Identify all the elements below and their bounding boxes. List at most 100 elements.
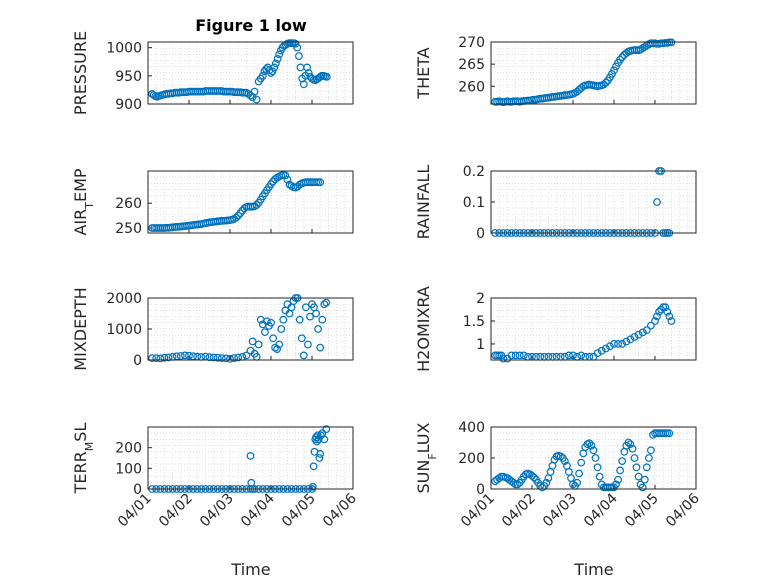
axes-box [147, 170, 354, 234]
data-point [622, 337, 631, 346]
data-point [148, 354, 157, 363]
subplot-6: 1 1.5 2 H2OMIXRA [414, 286, 697, 372]
ylabel-tail: EMP [71, 168, 90, 202]
data-point [322, 298, 331, 307]
data-point [638, 483, 647, 492]
data-point [232, 213, 241, 222]
data-point [209, 353, 218, 362]
data-point [314, 435, 323, 444]
data-point [246, 91, 255, 100]
ylabel: RAINFALL [414, 165, 433, 240]
data-point [601, 78, 610, 87]
data-point [258, 71, 267, 80]
ylabel-tail: LUX [414, 422, 433, 453]
ylabel-subscript: F [426, 453, 439, 459]
data-point [587, 441, 596, 450]
data-point [272, 59, 280, 68]
data-point [281, 171, 290, 180]
data-point [268, 67, 277, 76]
data-point [250, 87, 259, 96]
data-point [299, 351, 308, 360]
data-point [626, 335, 635, 344]
data-point [242, 351, 251, 360]
data-point [630, 333, 639, 341]
figure-title: Figure 1 low [195, 16, 307, 35]
data-point [246, 452, 255, 460]
axes-box [490, 41, 697, 105]
axes-box [490, 426, 697, 490]
data-point [156, 354, 165, 363]
data-point [283, 175, 292, 184]
data-point [313, 431, 322, 440]
data-point [513, 480, 522, 489]
y-tick-label: 1000 [106, 41, 142, 57]
grid [147, 427, 354, 489]
data-point [618, 53, 627, 61]
data-point [277, 325, 286, 333]
data-point [569, 351, 577, 360]
data-point [164, 353, 173, 362]
data-point [507, 351, 516, 360]
data-point [315, 454, 324, 462]
ylabel-main: THETA [414, 47, 433, 99]
data-point [499, 354, 508, 363]
data-point [252, 201, 261, 209]
data-point [653, 198, 661, 206]
data-point [618, 340, 627, 348]
data-point [624, 438, 633, 447]
subplot-1: 900 950 1000 PRESSURE [71, 31, 354, 115]
ylabel: SUNFLUX [414, 422, 439, 493]
data-point [275, 50, 284, 59]
x-tick-label: 04/02 [156, 491, 196, 531]
y-tick-label: 950 [115, 69, 142, 85]
data-point [606, 483, 614, 492]
xlabel-right: Time [573, 560, 613, 579]
y-tick-label: 2 [476, 291, 485, 307]
data-point [511, 351, 520, 360]
data-point [304, 69, 313, 77]
axes-box [490, 297, 697, 361]
y-tick-label: 270 [458, 35, 485, 51]
x-tick-label: 04/06 [320, 490, 360, 530]
data-point [269, 334, 278, 343]
data-point [295, 52, 303, 60]
data-point [667, 317, 676, 325]
data-point [217, 354, 226, 363]
data-point [647, 321, 655, 330]
data-point [642, 463, 651, 472]
data-point [528, 471, 536, 480]
ylabel-main: SUN [414, 460, 433, 494]
data-point [515, 351, 524, 360]
data-point [589, 446, 598, 455]
data-point [651, 317, 659, 325]
y-tick-label: 200 [458, 451, 485, 467]
data-point [560, 457, 569, 466]
data-point [618, 457, 627, 466]
data-point [628, 444, 637, 453]
data-point [221, 354, 230, 363]
data-point [270, 63, 279, 72]
y-tick-label: 0 [476, 482, 485, 498]
data-point [653, 312, 661, 321]
data-point [556, 452, 565, 461]
data-point [234, 353, 243, 362]
ylabel: TERRMSL [71, 423, 96, 495]
ylabel: AIRTEMP [71, 168, 96, 235]
data-point [542, 478, 551, 487]
subplot-4: 0 0.1 0.2 RAINFALL [414, 164, 697, 242]
data-point [599, 80, 608, 89]
data-point [291, 39, 300, 48]
y-tick-label: 0.1 [463, 195, 485, 211]
data-point [606, 342, 614, 351]
data-point [320, 300, 329, 309]
ylabel-main: RAINFALL [414, 165, 433, 240]
ylabel-tail: SL [71, 423, 90, 442]
y-tick-label: 250 [115, 221, 142, 237]
data-point [314, 178, 323, 187]
data-point [530, 473, 538, 482]
data-point [152, 354, 161, 363]
ylabel: H2OMIXRA [414, 286, 433, 372]
